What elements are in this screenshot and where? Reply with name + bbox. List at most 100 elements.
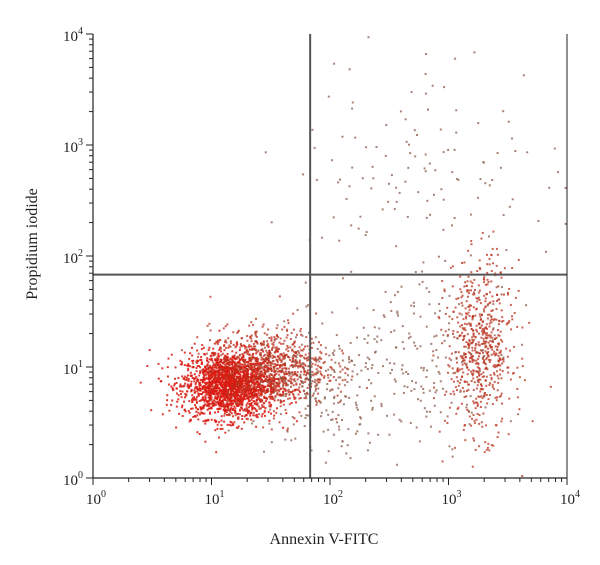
- data-point: [393, 392, 396, 395]
- data-point: [478, 344, 481, 347]
- data-point: [245, 373, 248, 376]
- data-point: [246, 351, 249, 354]
- data-point: [279, 377, 282, 380]
- data-point: [244, 388, 247, 390]
- data-point: [220, 396, 223, 399]
- data-point: [261, 348, 264, 351]
- data-point: [468, 339, 471, 341]
- data-point: [477, 284, 480, 287]
- data-point: [291, 357, 294, 360]
- data-point: [234, 365, 237, 368]
- data-point: [248, 353, 250, 356]
- data-point: [196, 336, 199, 339]
- data-point: [474, 335, 477, 338]
- data-point: [265, 375, 268, 378]
- data-point: [493, 318, 496, 321]
- data-point: [482, 388, 485, 391]
- data-point: [388, 182, 390, 185]
- data-point: [422, 391, 425, 394]
- data-point: [266, 333, 269, 336]
- data-point: [225, 383, 228, 386]
- data-point: [475, 387, 478, 390]
- data-point: [207, 407, 210, 410]
- data-point: [183, 408, 186, 411]
- data-point: [239, 369, 242, 372]
- data-point: [227, 383, 230, 386]
- data-point: [215, 367, 218, 370]
- data-point: [239, 374, 242, 377]
- data-point: [202, 391, 204, 394]
- data-point: [424, 153, 427, 156]
- data-point: [225, 378, 228, 381]
- y-axis-title: Propidium iodide: [24, 188, 41, 300]
- data-point: [489, 339, 492, 342]
- data-point: [209, 396, 212, 399]
- data-point: [217, 365, 220, 368]
- data-point: [231, 407, 234, 410]
- data-point: [511, 318, 514, 321]
- data-point: [239, 391, 242, 394]
- data-point: [415, 381, 417, 384]
- data-point: [241, 391, 244, 394]
- data-point: [461, 355, 464, 358]
- data-point: [228, 382, 231, 385]
- data-point: [179, 385, 181, 388]
- data-point: [489, 382, 492, 385]
- data-point: [468, 305, 471, 308]
- data-point: [465, 395, 468, 398]
- data-point: [241, 383, 244, 385]
- data-point: [148, 349, 151, 352]
- data-point: [232, 375, 235, 378]
- data-point: [348, 358, 350, 361]
- data-point: [488, 361, 491, 363]
- data-point: [188, 400, 191, 403]
- data-point: [286, 346, 289, 349]
- data-point: [521, 365, 524, 368]
- data-point: [262, 358, 265, 361]
- data-point: [161, 413, 164, 416]
- data-point: [228, 423, 231, 426]
- data-point: [273, 351, 276, 354]
- data-point: [203, 412, 206, 415]
- data-point: [481, 397, 484, 400]
- data-point: [261, 406, 264, 408]
- data-point: [315, 368, 318, 371]
- data-point: [276, 364, 279, 367]
- data-point: [473, 293, 476, 296]
- data-point: [243, 398, 246, 401]
- data-point: [432, 350, 435, 353]
- data-point: [216, 364, 219, 367]
- data-point: [249, 404, 251, 407]
- data-point: [451, 285, 454, 288]
- data-point: [475, 418, 478, 421]
- data-point: [365, 146, 368, 149]
- data-point: [227, 394, 230, 397]
- data-point: [207, 387, 210, 390]
- data-point: [253, 387, 256, 390]
- data-point: [299, 391, 302, 393]
- data-point: [467, 342, 470, 345]
- data-point: [327, 450, 330, 453]
- data-point: [486, 334, 489, 337]
- data-point: [382, 365, 384, 368]
- data-point: [218, 436, 220, 439]
- data-point: [491, 348, 494, 351]
- data-point: [300, 376, 302, 379]
- data-point: [235, 388, 238, 391]
- data-point: [443, 339, 446, 342]
- data-point: [461, 262, 463, 264]
- data-point: [186, 364, 189, 367]
- data-point: [480, 385, 483, 388]
- data-point: [283, 377, 286, 380]
- data-point: [497, 354, 500, 357]
- data-point: [339, 370, 342, 373]
- data-point: [217, 379, 220, 382]
- data-point: [474, 347, 477, 350]
- data-point: [251, 371, 254, 374]
- data-point: [237, 402, 240, 405]
- data-point: [227, 359, 230, 362]
- data-point: [292, 350, 295, 353]
- data-point: [359, 423, 362, 426]
- data-point: [230, 397, 233, 400]
- y-tick-label: 100: [63, 470, 83, 489]
